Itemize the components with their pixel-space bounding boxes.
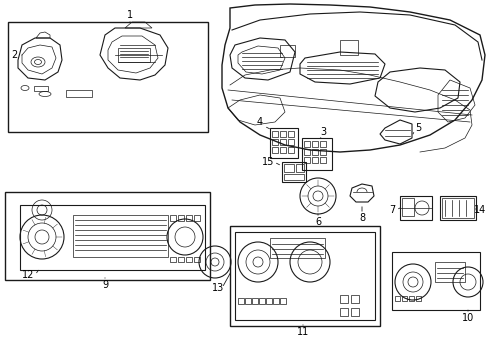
Bar [118,48,150,62]
Bar [73,215,168,257]
Bar [319,157,325,163]
Bar [251,298,258,304]
Bar [401,296,406,301]
Bar [244,298,250,304]
Bar [178,215,183,221]
Bar [280,45,294,57]
Bar [5,192,209,280]
Bar [350,308,358,316]
Bar [269,238,325,258]
Text: 5: 5 [414,123,420,133]
Bar [284,164,293,172]
Text: 4: 4 [256,117,263,127]
Bar [280,139,285,145]
Text: 3: 3 [319,127,325,137]
Bar [408,296,413,301]
Text: 15: 15 [261,157,274,167]
Bar [178,257,183,262]
Text: 8: 8 [358,213,365,223]
Bar [311,149,317,155]
Bar [319,149,325,155]
Bar [284,174,304,180]
Bar [339,295,347,303]
Bar [34,86,48,91]
Bar [319,141,325,147]
Bar [271,131,278,137]
Bar [194,257,200,262]
Bar [280,147,285,153]
Bar [272,298,279,304]
Bar [399,196,431,220]
Bar [282,162,305,182]
Bar [265,298,271,304]
Text: 13: 13 [211,283,224,293]
Text: 14: 14 [473,205,485,215]
Bar [185,257,192,262]
Bar [271,147,278,153]
Bar [439,196,475,220]
Bar [311,141,317,147]
Bar [8,22,207,132]
Bar [311,157,317,163]
Bar [339,308,347,316]
Text: 12: 12 [22,270,34,280]
Bar [194,215,200,221]
Text: 6: 6 [314,217,321,227]
Bar [280,298,285,304]
Bar [170,215,176,221]
Bar [287,139,293,145]
Bar [280,131,285,137]
Text: 11: 11 [296,327,308,337]
Bar [66,90,92,97]
Bar [259,298,264,304]
Text: 9: 9 [102,280,108,290]
Bar [434,262,464,282]
Bar [238,298,244,304]
Bar [302,138,331,170]
Bar [304,149,309,155]
Bar [304,141,309,147]
Text: 1: 1 [127,10,133,20]
Bar [339,40,357,55]
Bar [170,257,176,262]
Bar [295,164,304,172]
Bar [269,128,297,158]
Bar [304,157,309,163]
Bar [287,131,293,137]
Bar [229,226,379,326]
Bar [394,296,399,301]
Bar [401,198,413,216]
Bar [271,139,278,145]
Text: 2: 2 [11,50,17,60]
Text: 7: 7 [388,205,394,215]
Bar [415,296,420,301]
Bar [441,198,473,218]
Bar [287,147,293,153]
Bar [185,215,192,221]
Bar [350,295,358,303]
Text: 10: 10 [461,313,473,323]
